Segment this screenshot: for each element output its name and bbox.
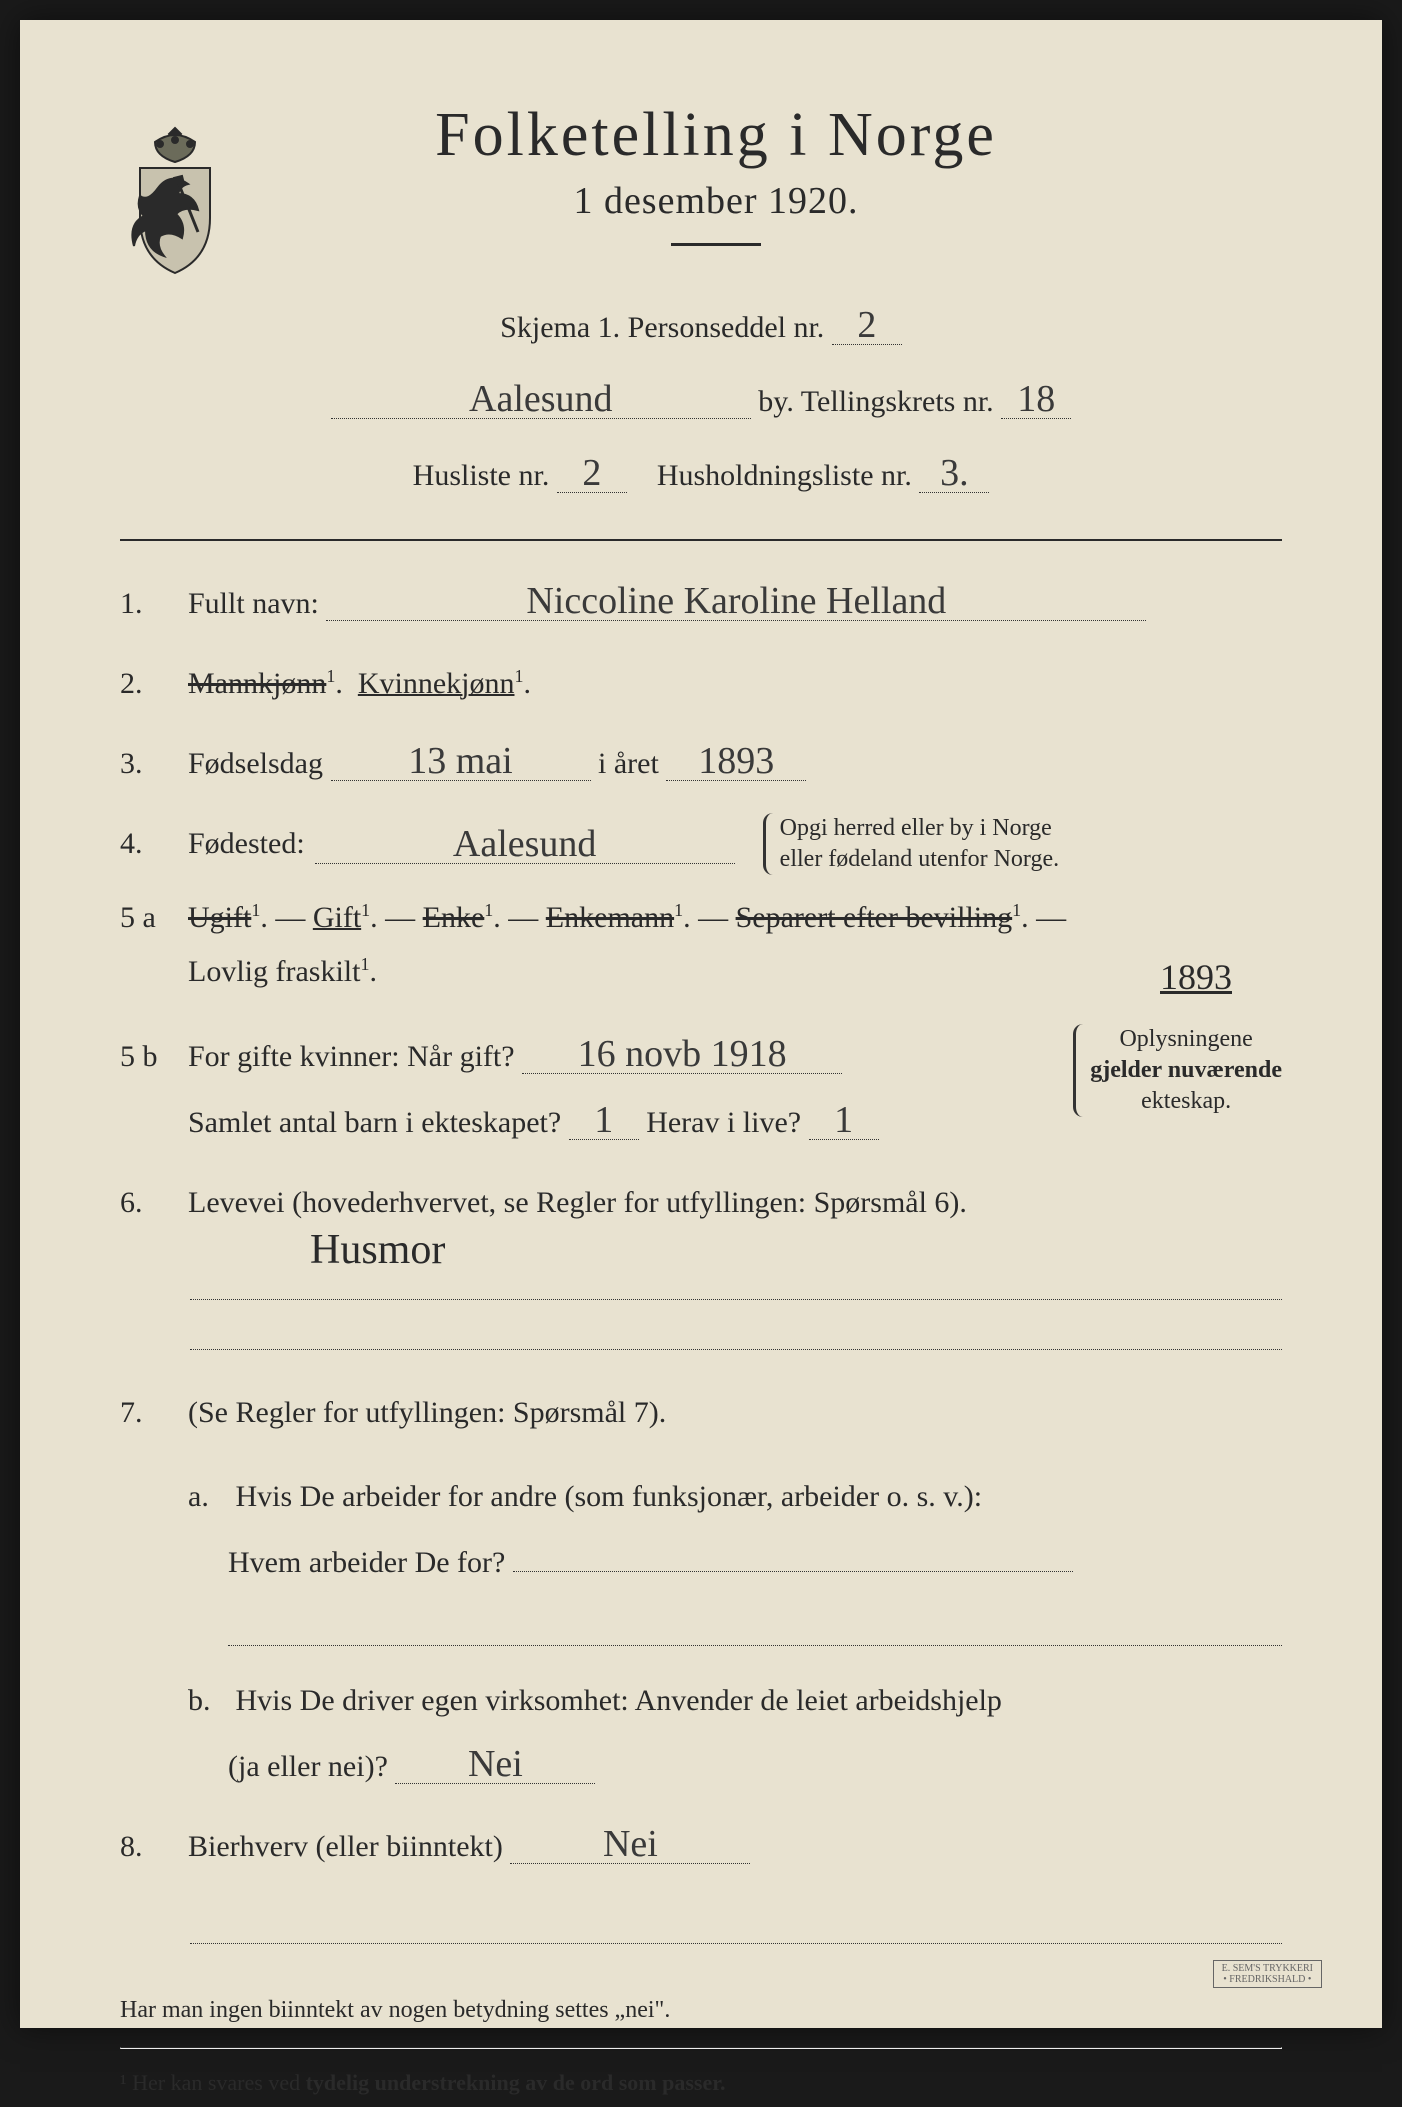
q7a-l1: Hvis De arbeider for andre (som funksjon… — [236, 1480, 983, 1513]
q5a-enkemann: Enkemann — [546, 901, 674, 934]
footer-note-1: Har man ingen biinntekt av nogen betydni… — [120, 1984, 1282, 2037]
husholdning-nr: 3. — [919, 454, 989, 493]
q6-label: Levevei (hovederhvervet, se Regler for u… — [188, 1186, 967, 1219]
q7b-value: Nei — [395, 1745, 595, 1784]
q6-value: Husmor — [310, 1204, 445, 1296]
q5a-separert: Separert efter bevilling — [736, 901, 1013, 934]
q5b-note: Oplysningene gjelder nuværende ekteskap. — [1073, 1024, 1282, 1118]
q5b-note-l3: ekteskap. — [1141, 1088, 1231, 1114]
q1-value: Niccoline Karoline Helland — [326, 582, 1146, 621]
q7a-l2: Hvem arbeider De for? — [228, 1546, 505, 1579]
q-num-7: 7. — [120, 1380, 170, 1446]
q3-year: 1893 — [666, 742, 806, 781]
q4-note-l2: eller fødeland utenfor Norge. — [780, 846, 1059, 872]
annotation-1893: 1893 — [1160, 945, 1232, 1010]
q4-note: Opgi herred eller by i Norge eller fødel… — [763, 813, 1059, 875]
q6-fill-line: Husmor — [190, 1250, 1282, 1300]
printer-stamp: E. SEM'S TRYKKERI • FREDRIKSHALD • — [1213, 1960, 1322, 1988]
q3-mid: i året — [598, 747, 659, 780]
q4-value: Aalesund — [315, 825, 735, 864]
q7a-fill-line — [228, 1596, 1282, 1646]
q-num-5a: 5 a — [120, 891, 170, 945]
q7a-letter: a. — [188, 1464, 228, 1530]
q5b-note-l2: gjelder nuværende — [1090, 1057, 1282, 1083]
q7b-l2: (ja eller nei)? — [228, 1750, 388, 1783]
by-value: Aalesund — [331, 380, 751, 419]
husliste-label: Husliste nr. — [413, 459, 550, 492]
q6-row: 6. Levevei (hovederhvervet, se Regler fo… — [120, 1170, 1282, 1236]
q4-note-l1: Opgi herred eller by i Norge — [780, 815, 1052, 841]
q-num-2: 2. — [120, 651, 170, 717]
page-subtitle: 1 desember 1920. — [270, 179, 1162, 223]
footer2-bold: tydelig understrekning av de ord som pas… — [306, 2070, 726, 2095]
q8-value: Nei — [510, 1825, 750, 1864]
section-divider — [120, 539, 1282, 541]
q5a-fraskilt: Lovlig fraskilt — [188, 955, 360, 988]
q8-label: Bierhverv (eller biinntekt) — [188, 1830, 503, 1863]
q5b-live-label: Herav i live? — [646, 1106, 801, 1139]
q3-row: 3. Fødselsdag 13 mai i året 1893 — [120, 731, 1282, 797]
q5b-label: For gifte kvinner: Når gift? — [188, 1040, 515, 1073]
q1-label: Fullt navn: — [188, 587, 319, 620]
q5a-ugift: Ugift — [188, 901, 251, 934]
q-num-5b: 5 b — [120, 1024, 170, 1090]
q7b-letter: b. — [188, 1668, 228, 1734]
q6-fill-line-2 — [190, 1300, 1282, 1350]
coat-of-arms-icon — [120, 120, 230, 285]
tellingskrets-nr: 18 — [1001, 380, 1071, 419]
title-divider — [671, 243, 761, 246]
q7a-value — [513, 1571, 1073, 1572]
q5b-gift-value: 16 novb 1918 — [522, 1035, 842, 1074]
personseddel-nr: 2 — [832, 306, 902, 345]
q-num-1: 1. — [120, 571, 170, 637]
q-num-6: 6. — [120, 1170, 170, 1236]
q-num-4: 4. — [120, 811, 170, 877]
q3-day: 13 mai — [331, 742, 591, 781]
q4-label: Fødested: — [188, 811, 305, 877]
q2-mann: Mannkjønn — [188, 667, 326, 700]
q2-row: 2. Mannkjønn1. Kvinnekjønn1. — [120, 651, 1282, 717]
q5b-barn-value: 1 — [569, 1101, 639, 1140]
form-body: Skjema 1. Personseddel nr. 2 Aalesund by… — [120, 295, 1282, 2107]
q1-row: 1. Fullt navn: Niccoline Karoline Hellan… — [120, 571, 1282, 637]
q7b-l1: Hvis De driver egen virksomhet: Anvender… — [236, 1684, 1002, 1717]
q7-row: 7. (Se Regler for utfyllingen: Spørsmål … — [120, 1380, 1282, 1800]
husliste-nr: 2 — [557, 454, 627, 493]
q5b-barn-label: Samlet antal barn i ekteskapet? — [188, 1106, 561, 1139]
q5a-gift: Gift — [313, 901, 361, 934]
q5b-row: 5 b For gifte kvinner: Når gift? 16 novb… — [120, 1024, 1282, 1156]
q5b-live-value: 1 — [809, 1101, 879, 1140]
census-form-page: Folketelling i Norge 1 desember 1920. Sk… — [20, 20, 1382, 2028]
footer2-prefix: ¹ Her kan svares ved — [120, 2070, 306, 2095]
header: Folketelling i Norge 1 desember 1920. — [120, 100, 1282, 285]
q-num-3: 3. — [120, 731, 170, 797]
q2-kvinne: Kvinnekjønn — [358, 667, 515, 700]
q-num-8: 8. — [120, 1814, 170, 1880]
page-title: Folketelling i Norge — [270, 100, 1162, 171]
printer-l2: • FREDRIKSHALD • — [1222, 1974, 1313, 1985]
footer-note-2: ¹ Her kan svares ved tydelig understrekn… — [120, 2059, 1282, 2107]
title-block: Folketelling i Norge 1 desember 1920. — [270, 100, 1282, 276]
printer-l1: E. SEM'S TRYKKERI — [1222, 1963, 1313, 1974]
q5b-note-l1: Oplysningene — [1119, 1026, 1252, 1052]
q8-fill-line — [190, 1894, 1282, 1944]
q5a-row: 5 a Ugift1. — Gift1. — Enke1. — Enkemann… — [120, 891, 1282, 1010]
meta-block: Skjema 1. Personseddel nr. 2 Aalesund by… — [120, 295, 1282, 509]
q3-label: Fødselsdag — [188, 747, 323, 780]
q7-label: (Se Regler for utfyllingen: Spørsmål 7). — [188, 1396, 666, 1429]
husholdning-label: Husholdningsliste nr. — [657, 459, 912, 492]
q5a-enke: Enke — [423, 901, 485, 934]
by-label: by. Tellingskrets nr. — [758, 385, 993, 418]
skjema-label: Skjema 1. Personseddel nr. — [500, 311, 824, 344]
q8-row: 8. Bierhverv (eller biinntekt) Nei — [120, 1814, 1282, 1880]
q4-row: 4. Fødested: Aalesund Opgi herred eller … — [120, 811, 1282, 877]
